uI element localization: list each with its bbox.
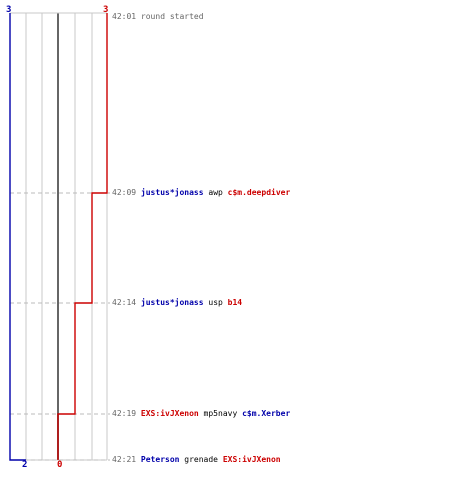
killer-name: Peterson xyxy=(140,455,180,464)
red-team-line xyxy=(57,13,108,460)
victim-name: c$m.Xerber xyxy=(242,409,291,418)
red-end-count: 0 xyxy=(57,460,63,470)
weapon-name: grenade xyxy=(184,455,218,464)
event-guides xyxy=(10,192,110,461)
blue-team-line xyxy=(9,13,26,461)
event-time: 42:01 xyxy=(112,12,137,21)
event-kill: 42:21 Peterson grenade EXS:ivJXenon xyxy=(112,455,281,465)
killer-name: EXS:ivJXenon xyxy=(140,409,199,418)
weapon-name: awp xyxy=(208,188,223,197)
weapon-name: mp5navy xyxy=(203,409,238,418)
blue-start-count: 3 xyxy=(6,5,12,15)
event-round-start: 42:01 round started xyxy=(112,12,204,22)
event-time: 42:09 xyxy=(112,188,137,197)
red-start-count: 3 xyxy=(103,5,109,15)
killer-name: justus*jonass xyxy=(140,298,204,307)
victim-name: c$m.deepdiver xyxy=(227,188,291,197)
event-kill: 42:14 justus*jonass usp b14 xyxy=(112,298,242,308)
victim-name: b14 xyxy=(227,298,243,307)
event-time: 42:14 xyxy=(112,298,137,307)
killer-name: justus*jonass xyxy=(140,188,204,197)
event-kill: 42:19 EXS:ivJXenon mp5navy c$m.Xerber xyxy=(112,409,290,419)
weapon-name: usp xyxy=(208,298,223,307)
event-time: 42:21 xyxy=(112,455,137,464)
event-time: 42:19 xyxy=(112,409,137,418)
team-step-lines xyxy=(9,13,108,461)
victim-name: EXS:ivJXenon xyxy=(222,455,281,464)
blue-end-count: 2 xyxy=(22,460,28,470)
event-message: round started xyxy=(140,12,204,21)
event-kill: 42:09 justus*jonass awp c$m.deepdiver xyxy=(112,188,290,198)
